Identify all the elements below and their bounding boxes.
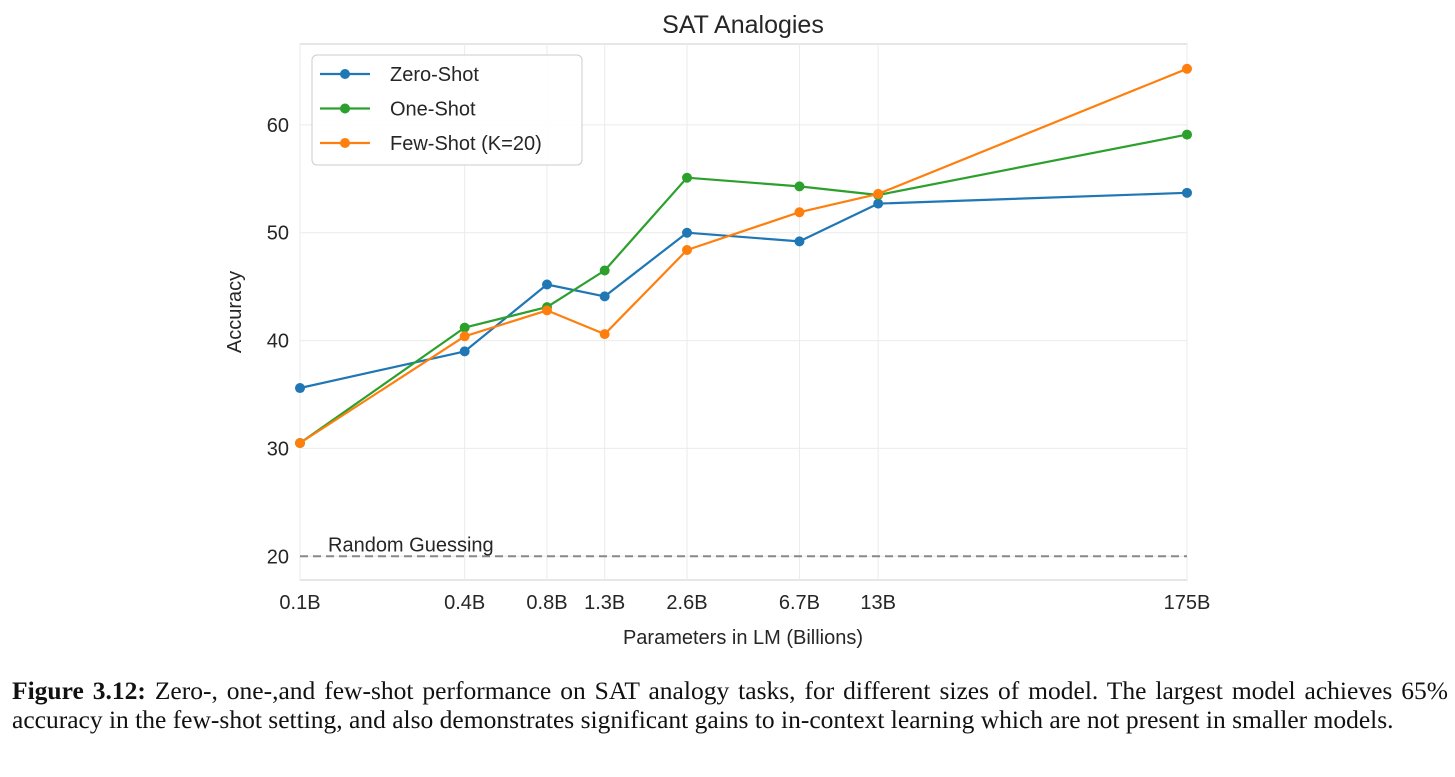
series-point — [599, 291, 610, 302]
series-layer — [295, 63, 1192, 449]
series-point — [295, 438, 305, 449]
y-tick-label: 60 — [267, 115, 289, 137]
random-guessing-line: Random Guessing — [300, 534, 1187, 558]
x-axis-label: Parameters in LM (Billions) — [623, 627, 863, 649]
x-tick-label: 0.1B — [279, 592, 320, 614]
series-point — [459, 346, 470, 357]
series-point — [682, 244, 693, 255]
y-tick-labels: 20 30 40 50 60 — [267, 115, 289, 568]
series-line — [299, 67, 1188, 444]
series-point — [295, 383, 305, 394]
legend-marker — [340, 103, 350, 114]
x-tick-labels: 0.1B 0.4B 0.8B 1.3B 2.6B 6.7B 13B 175B — [279, 592, 1210, 614]
random-guessing-label: Random Guessing — [328, 534, 494, 556]
series-point — [1182, 129, 1192, 140]
series-point — [599, 265, 610, 276]
sat-analogies-chart: SAT Analogies Random Guessing 0.1B 0.4B 0.… — [224, 11, 1210, 649]
legend-marker — [340, 138, 350, 148]
legend: Zero-Shot One-Shot Few-Shot (K=20) — [311, 54, 583, 166]
series-point — [682, 172, 693, 183]
series-point — [682, 227, 693, 238]
series-point — [459, 322, 470, 333]
chart-title: SAT Analogies — [662, 11, 824, 39]
figure-caption: Figure 3.12: Zero-, one-,and few-shot pe… — [12, 676, 1448, 734]
x-tick-label: 0.4B — [444, 592, 485, 614]
series-2 — [295, 63, 1192, 449]
x-tick-label: 2.6B — [666, 592, 707, 614]
x-tick-label: 1.3B — [584, 592, 625, 614]
series-point — [873, 198, 884, 209]
series-point — [1182, 187, 1192, 198]
x-tick-label: 175B — [1164, 592, 1211, 614]
x-tick-label: 13B — [860, 592, 896, 614]
series-0 — [295, 187, 1192, 394]
y-tick-label: 20 — [267, 546, 289, 568]
series-point — [794, 207, 805, 218]
legend-marker — [340, 69, 350, 79]
legend-label: Zero-Shot — [390, 64, 479, 86]
legend-label: One-Shot — [390, 99, 476, 121]
y-tick-label: 40 — [267, 331, 289, 353]
series-point — [599, 329, 610, 340]
y-tick-label: 30 — [267, 438, 289, 460]
series-point — [794, 181, 805, 192]
caption-text: Zero-, one-,and few-shot performance on … — [12, 676, 1449, 734]
series-point — [459, 331, 470, 342]
series-point — [542, 305, 553, 316]
caption-label: Figure 3.12: — [12, 676, 146, 705]
y-tick-label: 50 — [267, 223, 289, 245]
series-point — [794, 236, 805, 247]
legend-label: Few-Shot (K=20) — [390, 133, 542, 155]
series-1 — [295, 129, 1192, 449]
series-point — [1182, 63, 1192, 74]
series-point — [873, 188, 884, 199]
x-tick-label: 0.8B — [526, 592, 567, 614]
series-point — [542, 279, 553, 290]
series-line — [299, 133, 1188, 444]
x-tick-label: 6.7B — [779, 592, 820, 614]
y-axis-label: Accuracy — [224, 271, 246, 353]
legend-box — [311, 54, 583, 166]
series-line — [299, 191, 1188, 390]
